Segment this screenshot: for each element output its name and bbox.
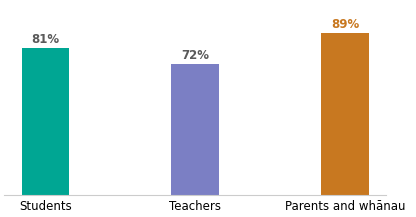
Bar xyxy=(321,33,369,195)
Bar xyxy=(22,48,69,195)
Text: 72%: 72% xyxy=(181,49,209,62)
Text: 81%: 81% xyxy=(32,33,59,46)
Bar xyxy=(171,64,219,195)
Text: 89%: 89% xyxy=(331,18,359,31)
